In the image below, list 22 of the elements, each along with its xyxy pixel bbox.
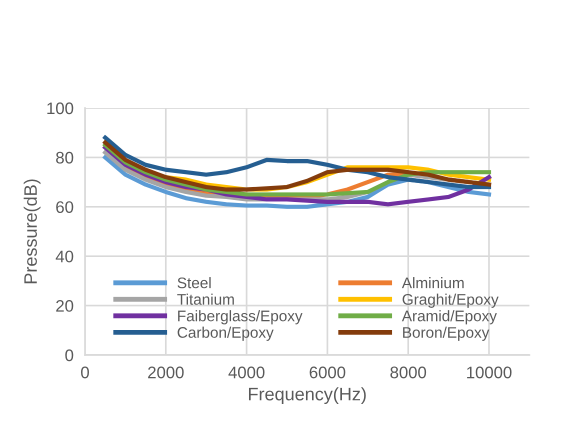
y-tick-label: 100	[47, 102, 74, 114]
x-axis-title: Frequency(Hz)	[248, 387, 366, 404]
y-tick-label: 60	[56, 201, 74, 214]
y-tick-label: 20	[56, 300, 74, 312]
legend-label: Carbon/Epoxy	[178, 326, 274, 341]
x-tick-label: 4000	[228, 366, 264, 378]
legend-label: Aramid/Epoxy	[402, 310, 497, 324]
legend-label: Faiberglass/Epoxy	[178, 310, 303, 324]
x-tick-label: 0	[81, 366, 89, 378]
x-tick-label: 8000	[390, 366, 426, 378]
x-tick-label: 10000	[467, 366, 512, 378]
y-tick-label: 80	[56, 152, 74, 164]
legend-label: Graghit/Epoxy	[402, 294, 499, 308]
legend-label: Titanium	[177, 294, 234, 305]
y-tick-label: 0	[65, 349, 74, 362]
y-tick-label: 40	[56, 250, 74, 262]
legend-label: Boron/Epoxy	[403, 326, 490, 341]
x-tick-label: 2000	[148, 366, 184, 378]
y-axis-title: Pressure(dB)	[24, 179, 41, 284]
legend-label: Steel	[178, 277, 211, 288]
legend-label: Alminium	[402, 277, 464, 288]
x-tick-label: 6000	[310, 366, 346, 378]
